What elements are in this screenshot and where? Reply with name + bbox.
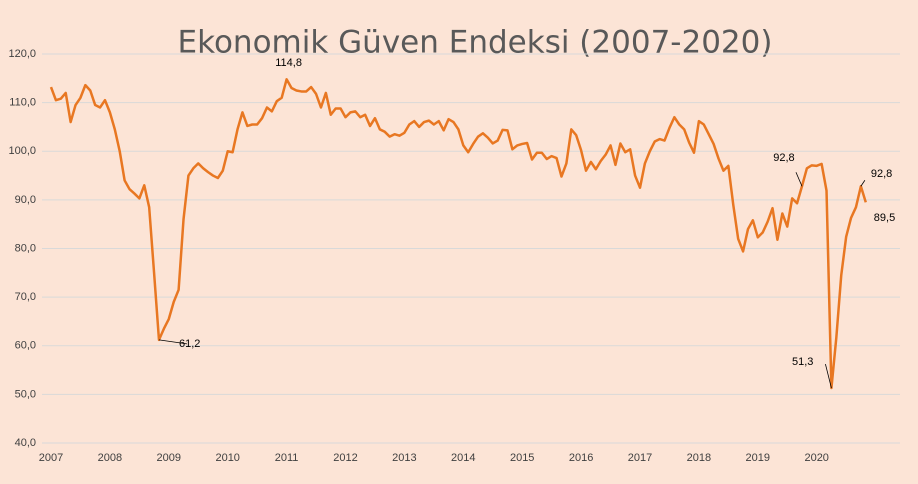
- value-label: 92,8: [773, 152, 794, 164]
- y-tick-label: 100,0: [8, 145, 36, 157]
- x-tick-label: 2019: [746, 452, 770, 464]
- x-tick-label: 2018: [687, 452, 711, 464]
- x-tick-label: 2015: [510, 452, 534, 464]
- value-label: 51,3: [792, 356, 813, 368]
- x-tick-label: 2014: [451, 452, 475, 464]
- x-tick-label: 2007: [39, 452, 63, 464]
- y-tick-label: 80,0: [15, 242, 36, 254]
- value-label: 114,8: [275, 57, 302, 69]
- x-tick-label: 2011: [275, 452, 299, 464]
- value-label: 92,8: [871, 168, 892, 180]
- x-tick-label: 2013: [392, 452, 416, 464]
- x-tick-label: 2017: [628, 452, 652, 464]
- x-tick-label: 2020: [804, 452, 828, 464]
- y-tick-label: 40,0: [15, 437, 36, 449]
- y-tick-label: 70,0: [15, 291, 36, 303]
- leader-line: [158, 339, 188, 345]
- leader-line: [795, 172, 803, 187]
- x-tick-label: 2008: [98, 452, 122, 464]
- y-tick-label: 120,0: [8, 48, 36, 60]
- y-tick-label: 60,0: [15, 340, 36, 352]
- x-tick-label: 2012: [333, 452, 357, 464]
- y-tick-label: 110,0: [9, 97, 36, 109]
- x-tick-label: 2016: [569, 452, 593, 464]
- x-tick-label: 2009: [157, 452, 181, 464]
- leader-line: [825, 363, 832, 389]
- y-tick-label: 50,0: [15, 388, 36, 400]
- value-label: 61,2: [179, 338, 200, 350]
- y-tick-label: 90,0: [15, 194, 36, 206]
- x-tick-label: 2010: [215, 452, 239, 464]
- line-series: [49, 78, 867, 390]
- chart-title: Ekonomik Güven Endeksi (2007-2020): [178, 25, 773, 61]
- value-label: 89,5: [874, 212, 895, 224]
- leader-line: [860, 180, 866, 187]
